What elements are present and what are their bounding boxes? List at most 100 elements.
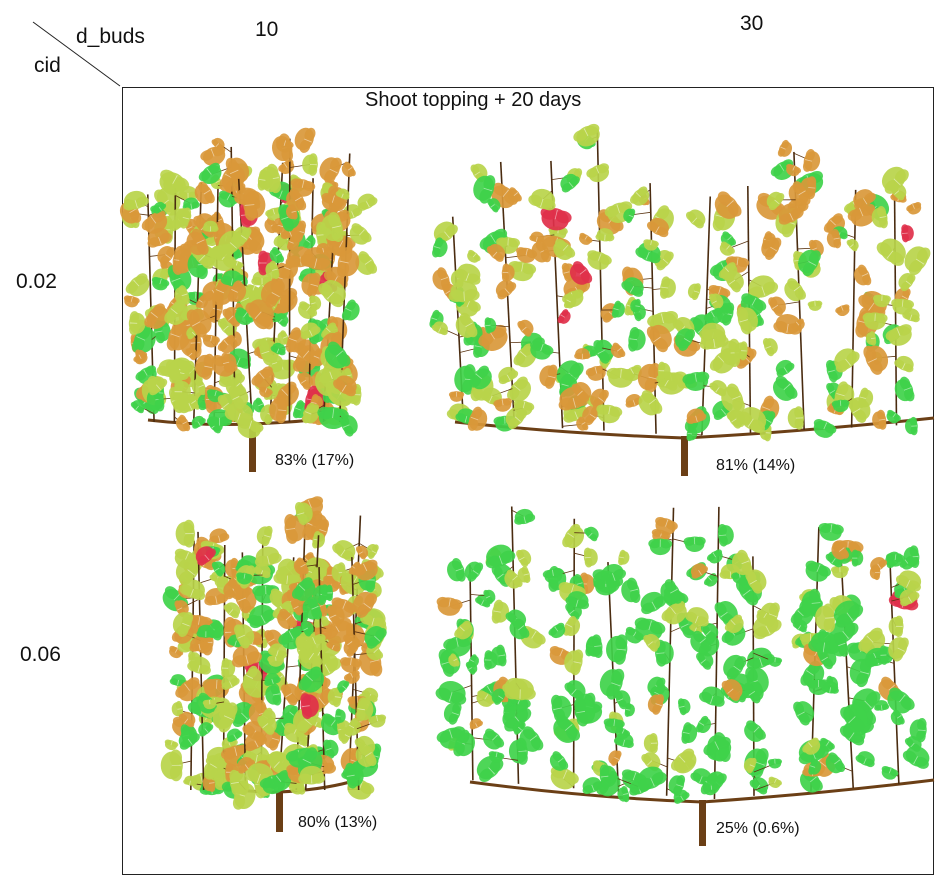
leaf bbox=[175, 207, 192, 229]
leaf bbox=[345, 762, 364, 789]
leaf bbox=[876, 238, 906, 266]
leaf bbox=[298, 666, 325, 693]
leaf bbox=[303, 234, 316, 249]
leaf bbox=[762, 338, 778, 357]
leaf bbox=[368, 714, 387, 728]
leaf bbox=[579, 232, 593, 245]
leaf bbox=[737, 407, 767, 434]
leaf bbox=[906, 202, 922, 215]
leaf bbox=[191, 415, 206, 429]
column-header-label: d_buds bbox=[76, 25, 145, 48]
leaf bbox=[185, 347, 198, 361]
leaf bbox=[194, 181, 215, 205]
leaf bbox=[282, 704, 299, 721]
leaf bbox=[563, 293, 577, 309]
leaf bbox=[491, 599, 510, 624]
leaf bbox=[233, 585, 257, 614]
leaf bbox=[727, 410, 744, 429]
leaf bbox=[300, 621, 314, 637]
leaf bbox=[847, 203, 876, 227]
leaf bbox=[230, 259, 244, 271]
leaf bbox=[894, 355, 914, 373]
leaf bbox=[300, 693, 319, 720]
leaf bbox=[583, 547, 598, 568]
leaf bbox=[805, 560, 831, 582]
leaf bbox=[264, 673, 281, 686]
trunk bbox=[699, 800, 706, 846]
leaf bbox=[640, 591, 667, 615]
leaf bbox=[229, 769, 249, 796]
leaf bbox=[251, 366, 275, 389]
leaf bbox=[643, 633, 661, 652]
leaf bbox=[277, 608, 298, 630]
leaf bbox=[498, 366, 519, 385]
leaf bbox=[881, 166, 909, 194]
leaf bbox=[217, 335, 237, 354]
leaf bbox=[831, 540, 849, 560]
leaf bbox=[706, 549, 723, 564]
leaf bbox=[569, 261, 593, 285]
leaf bbox=[872, 409, 887, 430]
leaf bbox=[321, 212, 344, 242]
leaf bbox=[784, 278, 806, 302]
leaf bbox=[621, 277, 644, 297]
leaf bbox=[448, 391, 465, 402]
leaf bbox=[596, 404, 623, 424]
leaf bbox=[787, 406, 805, 430]
leaf bbox=[833, 600, 864, 628]
leaf bbox=[160, 749, 183, 782]
leaf bbox=[490, 644, 507, 667]
leaf bbox=[539, 364, 558, 389]
leaf bbox=[517, 319, 534, 337]
leaf bbox=[436, 726, 466, 749]
leaf bbox=[704, 780, 719, 791]
leaf bbox=[211, 137, 225, 151]
leaf bbox=[584, 526, 599, 542]
leaf bbox=[599, 668, 625, 700]
leaf bbox=[690, 630, 712, 654]
leaf bbox=[646, 324, 672, 353]
leaf bbox=[339, 657, 362, 673]
leaf bbox=[870, 557, 888, 573]
leaf bbox=[721, 383, 745, 413]
leaf bbox=[508, 260, 537, 282]
leaf bbox=[266, 751, 291, 775]
leaf bbox=[851, 549, 864, 567]
leaf bbox=[608, 750, 622, 766]
leaf bbox=[495, 279, 517, 300]
leaf bbox=[223, 602, 241, 619]
canopy-panel-006-10 bbox=[160, 496, 387, 832]
leaf bbox=[732, 549, 753, 576]
leaf bbox=[356, 697, 374, 722]
leaf bbox=[455, 312, 478, 338]
leaf bbox=[551, 694, 572, 723]
leaf bbox=[349, 223, 372, 245]
leaf bbox=[557, 309, 571, 324]
leaf bbox=[265, 683, 282, 706]
leaf bbox=[166, 320, 191, 351]
leaf bbox=[274, 313, 289, 327]
leaf bbox=[528, 188, 556, 211]
leaf bbox=[318, 280, 346, 308]
leaf bbox=[571, 382, 592, 403]
leaf bbox=[164, 299, 189, 325]
leaf bbox=[209, 528, 230, 544]
leaf bbox=[611, 300, 625, 318]
leaf bbox=[256, 525, 273, 547]
leaf bbox=[335, 188, 350, 200]
leaf bbox=[221, 658, 236, 679]
leaf bbox=[297, 372, 313, 390]
leaf bbox=[888, 615, 904, 638]
leaf bbox=[772, 375, 798, 401]
caption-006-10: 80% (13%) bbox=[298, 814, 378, 831]
leaf bbox=[353, 559, 378, 581]
leaf bbox=[243, 189, 266, 221]
leaf bbox=[749, 777, 769, 795]
leaf bbox=[507, 376, 532, 402]
leaf bbox=[280, 683, 301, 706]
leaf bbox=[464, 561, 484, 582]
leaf bbox=[267, 643, 288, 659]
leaf bbox=[723, 270, 744, 293]
leaf bbox=[317, 406, 349, 430]
